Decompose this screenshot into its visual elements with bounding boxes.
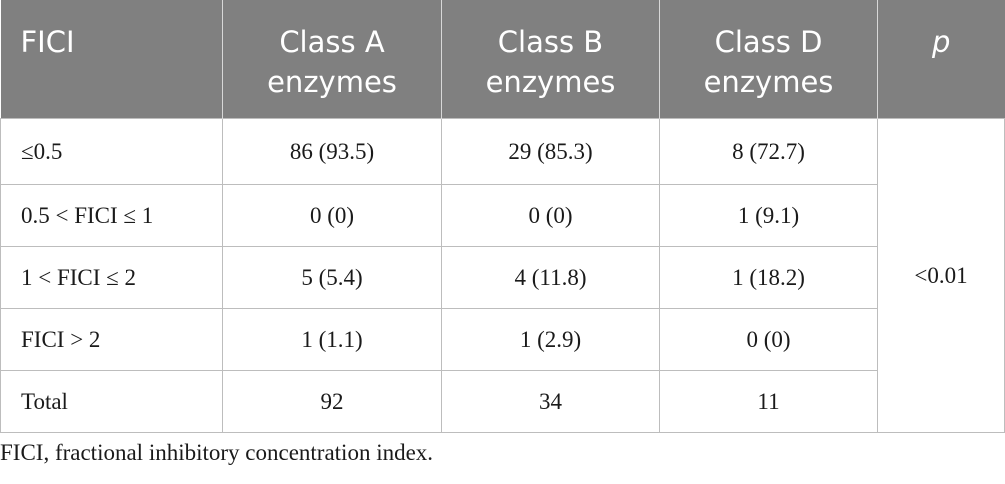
cell-class-b: 29 (85.3) <box>441 118 660 185</box>
cell-class-a: 86 (93.5) <box>222 118 442 185</box>
header-class-b-line1: Class B <box>497 25 604 59</box>
row-label: ≤0.5 <box>0 118 223 185</box>
header-p-label: p <box>932 25 951 59</box>
cell-class-a: 1 (1.1) <box>222 308 442 371</box>
cell-class-a: 0 (0) <box>222 184 442 247</box>
header-class-a: Class A enzymes <box>222 0 442 119</box>
header-class-a-line1: Class A <box>279 25 385 59</box>
cell-class-d: 11 <box>659 370 878 433</box>
cell-class-b: 34 <box>441 370 660 433</box>
header-class-d: Class D enzymes <box>659 0 878 119</box>
cell-class-b: 4 (11.8) <box>441 246 660 309</box>
row-label: FICI > 2 <box>0 308 223 371</box>
table-body: ≤0.5 86 (93.5) 29 (85.3) 8 (72.7) <0.01 … <box>0 118 1005 433</box>
cell-class-a: 5 (5.4) <box>222 246 442 309</box>
table-footnote: FICI, fractional inhibitory concentratio… <box>0 440 434 465</box>
table-header: FICI Class A enzymes Class B enzymes Cla… <box>0 0 1005 119</box>
header-fici: FICI <box>0 0 223 119</box>
cell-class-d: 0 (0) <box>659 308 878 371</box>
header-class-b: Class B enzymes <box>441 0 660 119</box>
table-row: 0.5 < FICI ≤ 1 0 (0) 0 (0) 1 (9.1) <box>0 184 1005 247</box>
header-class-a-line2: enzymes <box>267 65 397 99</box>
row-label: 0.5 < FICI ≤ 1 <box>0 184 223 247</box>
header-p: p <box>877 0 1005 119</box>
header-fici-label: FICI <box>20 25 75 59</box>
header-class-d-line2: enzymes <box>703 65 834 99</box>
header-class-b-line2: enzymes <box>485 65 616 99</box>
table-row: FICI > 2 1 (1.1) 1 (2.9) 0 (0) <box>0 308 1005 371</box>
cell-class-d: 8 (72.7) <box>659 118 878 185</box>
fici-table: FICI Class A enzymes Class B enzymes Cla… <box>0 0 1005 433</box>
row-label: Total <box>0 370 223 433</box>
cell-class-b: 0 (0) <box>441 184 660 247</box>
table-row: ≤0.5 86 (93.5) 29 (85.3) 8 (72.7) <0.01 <box>0 118 1005 433</box>
cell-class-b: 1 (2.9) <box>441 308 660 371</box>
table-row: 1 < FICI ≤ 2 5 (5.4) 4 (11.8) 1 (18.2) <box>0 246 1005 309</box>
header-class-d-line1: Class D <box>714 25 823 59</box>
cell-class-d: 1 (9.1) <box>659 184 878 247</box>
cell-p-value: <0.01 <box>877 118 1005 433</box>
table-row: Total 92 34 11 <box>0 370 1005 433</box>
header-row: FICI Class A enzymes Class B enzymes Cla… <box>0 0 1005 119</box>
row-label: 1 < FICI ≤ 2 <box>0 246 223 309</box>
cell-class-a: 92 <box>222 370 442 433</box>
cell-class-d: 1 (18.2) <box>659 246 878 309</box>
